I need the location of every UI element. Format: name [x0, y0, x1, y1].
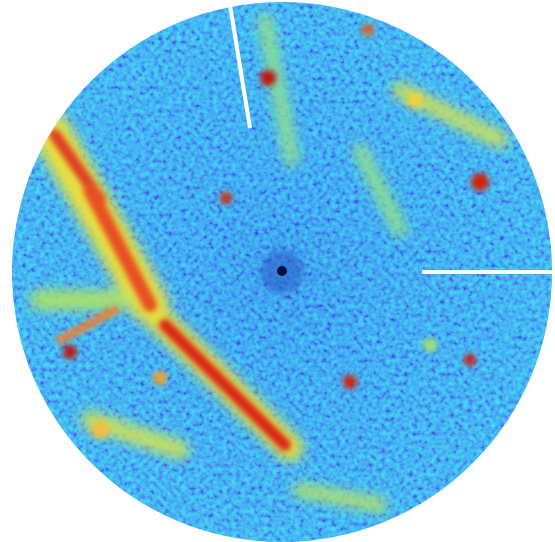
- radar-disc: [0, 0, 555, 542]
- radar-image: [0, 0, 555, 542]
- radar-center: [277, 266, 287, 276]
- page: [0, 0, 555, 542]
